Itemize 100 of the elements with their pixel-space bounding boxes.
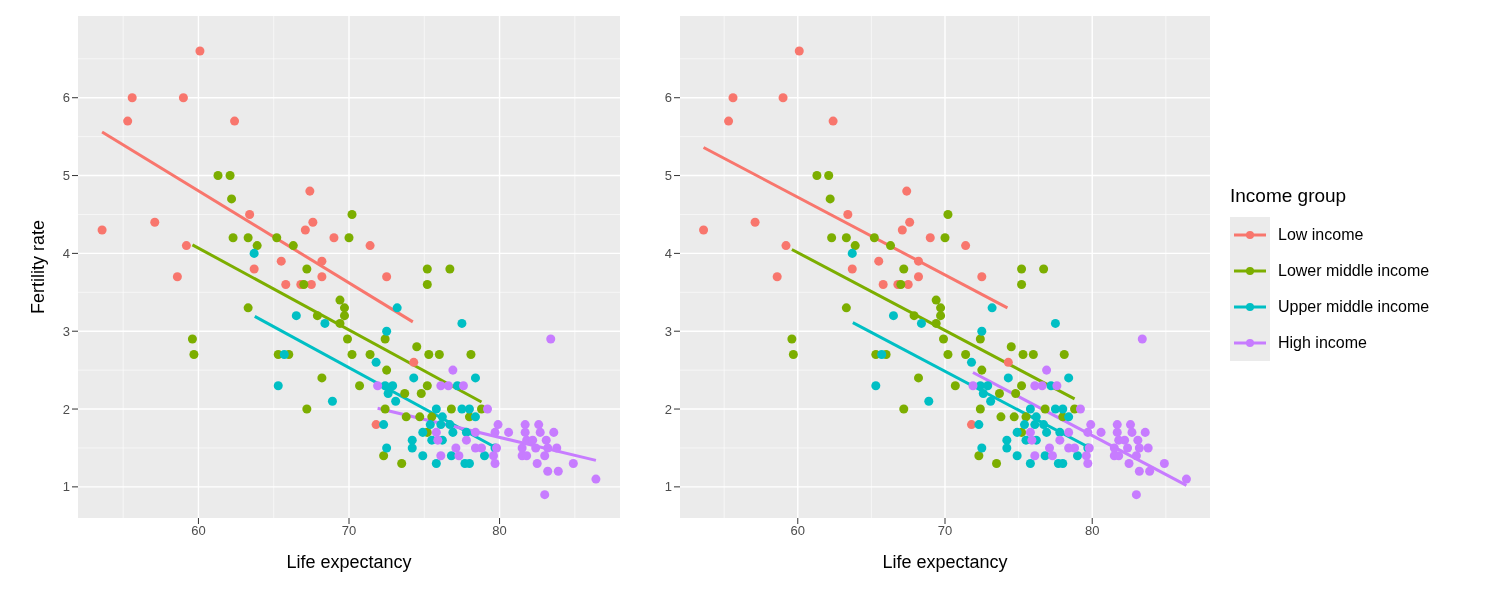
x-axis-title: Life expectancy xyxy=(882,552,1008,572)
point xyxy=(847,264,857,274)
point xyxy=(470,412,480,422)
x-tick-label: 80 xyxy=(1084,523,1100,539)
point xyxy=(1021,412,1031,422)
point xyxy=(1042,365,1052,375)
point xyxy=(466,350,476,360)
point xyxy=(540,490,550,500)
point xyxy=(913,373,924,383)
point xyxy=(1109,443,1119,453)
point xyxy=(781,241,791,251)
point xyxy=(1025,404,1035,414)
point xyxy=(1011,388,1021,398)
point xyxy=(1131,490,1141,500)
point xyxy=(213,171,223,181)
point xyxy=(827,233,837,243)
legend-title: Income group xyxy=(1230,185,1348,207)
point xyxy=(699,225,709,235)
point xyxy=(943,350,953,360)
point xyxy=(382,326,392,336)
point xyxy=(978,388,988,398)
point xyxy=(517,443,527,453)
point xyxy=(787,334,797,344)
point xyxy=(461,427,471,437)
point xyxy=(424,350,434,360)
point xyxy=(772,272,782,282)
point xyxy=(355,381,365,391)
point xyxy=(249,264,259,274)
point xyxy=(1039,264,1049,274)
point xyxy=(448,427,458,437)
x-tick-label: 60 xyxy=(191,523,206,539)
point xyxy=(778,93,788,103)
x-tick-label: 80 xyxy=(492,523,507,539)
point xyxy=(317,373,327,383)
point xyxy=(1123,443,1133,453)
point xyxy=(1140,427,1150,437)
point xyxy=(943,209,953,219)
point xyxy=(427,412,437,422)
point xyxy=(1120,435,1130,445)
point xyxy=(534,420,544,430)
point xyxy=(925,233,935,243)
point xyxy=(437,412,447,422)
point xyxy=(1083,459,1093,469)
y-tick-label: 2 xyxy=(664,401,672,417)
point xyxy=(1064,427,1074,437)
point xyxy=(869,233,879,243)
point xyxy=(940,233,950,243)
point xyxy=(436,420,446,430)
point xyxy=(528,435,538,445)
point xyxy=(977,365,987,375)
point xyxy=(1145,466,1155,476)
point xyxy=(888,311,898,321)
point xyxy=(871,381,881,391)
point xyxy=(400,388,410,398)
point xyxy=(936,311,946,321)
point xyxy=(1019,420,1030,430)
point xyxy=(1072,451,1083,461)
point xyxy=(446,451,456,461)
point xyxy=(1134,466,1144,476)
x-axis-title: Life expectancy xyxy=(286,552,412,572)
point xyxy=(249,248,259,258)
point xyxy=(1127,427,1137,437)
point xyxy=(968,381,978,391)
point xyxy=(546,334,556,344)
point xyxy=(189,350,199,360)
point xyxy=(418,451,428,461)
point xyxy=(1075,404,1085,414)
point xyxy=(961,241,971,251)
point xyxy=(228,233,238,243)
point xyxy=(1064,373,1074,383)
point xyxy=(412,342,422,352)
y-tick-label: 6 xyxy=(664,90,672,106)
x-tick-label: 60 xyxy=(790,523,806,539)
point xyxy=(1159,459,1169,469)
point xyxy=(1003,357,1013,367)
point xyxy=(886,241,896,251)
point xyxy=(306,280,316,290)
point xyxy=(1052,381,1062,391)
point xyxy=(382,365,392,375)
point xyxy=(397,459,407,469)
point xyxy=(305,186,315,196)
point xyxy=(825,194,835,204)
point xyxy=(1096,427,1106,437)
point xyxy=(1047,451,1057,461)
point xyxy=(451,443,461,453)
point xyxy=(431,404,441,414)
point xyxy=(446,404,456,414)
point xyxy=(489,451,499,461)
point xyxy=(897,225,907,235)
point xyxy=(380,404,390,414)
point xyxy=(1017,264,1027,274)
point xyxy=(983,381,993,391)
y-tick-label: 3 xyxy=(62,323,70,339)
point xyxy=(407,443,417,453)
point xyxy=(276,256,286,266)
point xyxy=(373,381,383,391)
point xyxy=(1045,443,1055,453)
point xyxy=(172,272,182,282)
point xyxy=(750,217,760,227)
point xyxy=(1133,435,1143,445)
